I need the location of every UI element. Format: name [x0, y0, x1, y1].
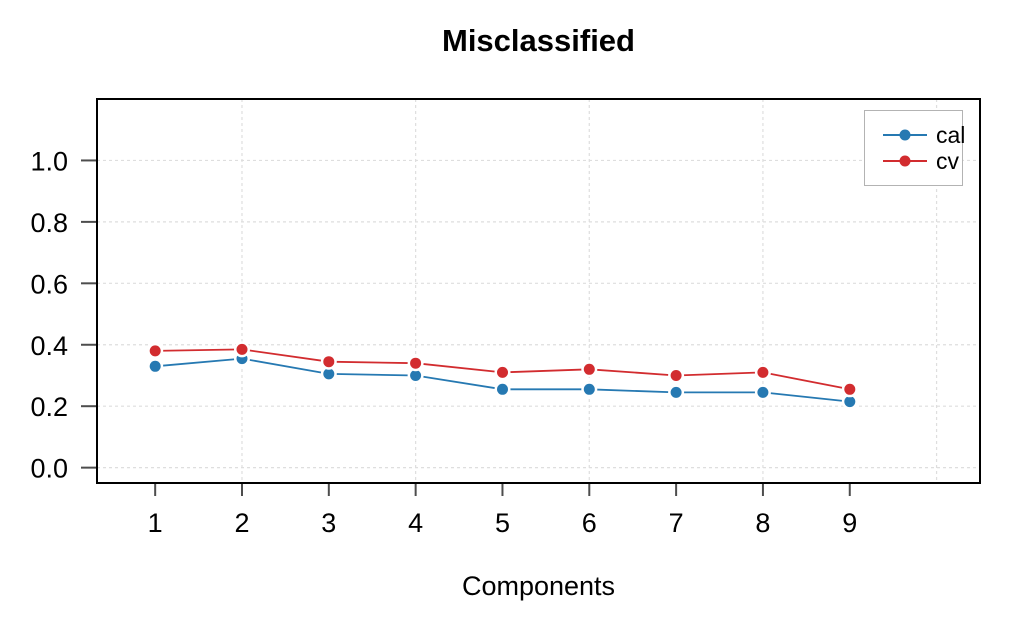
data-point-cal [149, 360, 161, 372]
y-tick-label: 0.8 [30, 208, 68, 238]
data-point-cv [670, 370, 682, 381]
y-tick-label: 0.2 [30, 392, 68, 422]
y-tick-label: 0.0 [30, 454, 68, 484]
chart-title: Misclassified [442, 23, 635, 58]
cal-line-marker-icon [883, 129, 927, 141]
data-point-cal [323, 368, 335, 380]
x-tick-label: 8 [755, 508, 770, 538]
data-point-cal [583, 383, 595, 395]
x-tick-label: 3 [321, 508, 336, 538]
data-point-cal [757, 386, 769, 398]
legend-label-cv: cv [936, 148, 959, 174]
data-point-cal [844, 396, 856, 408]
data-point-cv [323, 356, 335, 368]
data-point-cv [844, 383, 856, 395]
data-point-cv [410, 357, 422, 369]
data-point-cv [149, 345, 161, 357]
x-tick-label: 9 [842, 508, 857, 538]
cal-legend-marker-icon [899, 129, 911, 141]
cv-line-marker-icon [883, 155, 927, 167]
x-tick-label: 7 [669, 508, 684, 538]
legend-label-cal: cal [936, 122, 966, 148]
x-tick-label: 2 [234, 508, 249, 538]
x-tick-label: 5 [495, 508, 510, 538]
data-point-cv [497, 366, 508, 378]
legend: cal cv [864, 110, 966, 186]
data-point-cv [236, 343, 248, 355]
y-tick-label: 0.6 [30, 269, 68, 299]
x-tick-label: 6 [582, 508, 597, 538]
data-point-cal [497, 383, 508, 395]
data-point-cv [583, 363, 595, 375]
y-tick-label: 1.0 [30, 146, 68, 176]
data-point-cv [757, 366, 769, 378]
plot-box [96, 98, 981, 484]
x-tick-label: 4 [408, 508, 423, 538]
data-point-cal [670, 386, 682, 398]
x-tick-label: 1 [148, 508, 163, 538]
legend-item-cv: cv [881, 148, 962, 174]
data-point-cal [410, 370, 422, 381]
y-tick-label: 0.4 [30, 331, 68, 361]
cv-legend-marker-icon [899, 155, 911, 167]
x-axis-label: Components [461, 571, 616, 601]
legend-item-cal: cal [881, 122, 966, 148]
